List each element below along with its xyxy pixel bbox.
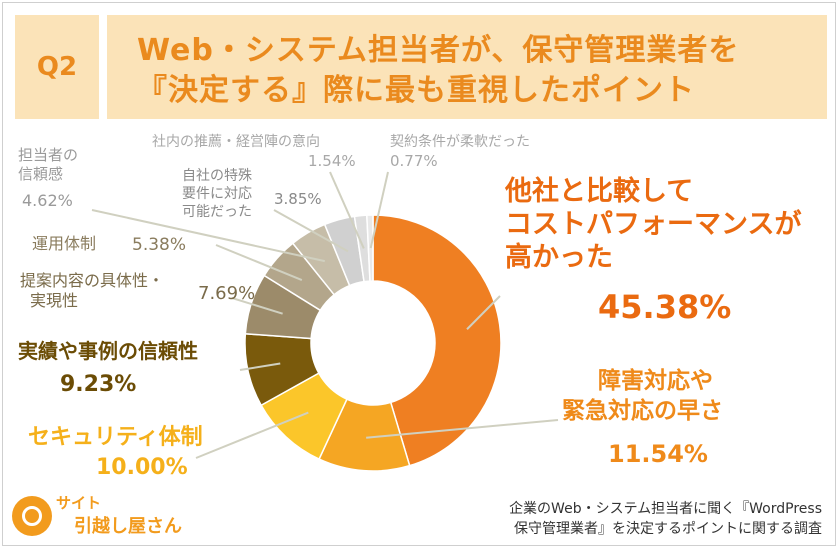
- label-track-value: 9.23%: [60, 372, 136, 397]
- label-cost-line-2: コストパフォーマンスが: [505, 208, 801, 240]
- leader-lines: [91, 171, 559, 459]
- label-proposal-value: 7.69%: [198, 283, 255, 304]
- slice-1: [372, 214, 502, 467]
- logo-globe-icon: [12, 496, 52, 536]
- leader-line-5: [231, 297, 283, 315]
- donut-slices: [244, 214, 502, 472]
- leader-line-8: [273, 209, 349, 253]
- label-security-line-1: セキュリティ体制: [28, 425, 203, 450]
- slice-10: [366, 214, 374, 282]
- leader-line-1: [466, 295, 501, 330]
- source-caption: 企業のWeb・システム担当者に聞く『WordPress 保守管理業者』を決定する…: [509, 499, 822, 539]
- label-incident-value: 11.54%: [608, 440, 708, 468]
- leader-line-7: [91, 209, 326, 263]
- caption-line-1: 企業のWeb・システム担当者に聞く『WordPress: [509, 501, 822, 517]
- label-track-line-1: 実績や事例の信頼性: [18, 339, 198, 363]
- label-internal-line-1: 社内の推薦・経営陣の意向: [152, 133, 320, 150]
- leader-line-4: [239, 362, 281, 371]
- logo-line-1: サイト: [56, 494, 102, 512]
- leader-line-6: [215, 244, 303, 281]
- label-cost-value: 45.38%: [598, 288, 731, 326]
- label-cost-line-1: 他社と比較して: [504, 175, 693, 207]
- label-special-line-2: 要件に対応: [182, 186, 252, 202]
- caption-line-2: 保守管理業者』を決定するポイントに関する調査: [514, 521, 822, 537]
- label-operation-line-1: 運用体制: [32, 234, 96, 253]
- label-operation-value: 5.38%: [132, 235, 186, 255]
- label-security-value: 10.00%: [96, 455, 188, 480]
- label-cost-line-3: 高かった: [505, 241, 613, 273]
- label-special-value: 3.85%: [274, 190, 322, 208]
- leader-line-3: [195, 411, 309, 459]
- logo-line-2: 引越し屋さん: [74, 516, 182, 537]
- label-incident-line-1: 障害対応や: [598, 367, 713, 394]
- label-proposal-line-1: 提案内容の具体性・: [20, 271, 164, 290]
- site-logo: サイト 引越し屋さん: [12, 490, 212, 544]
- title-line-1: Web・システム担当者が、保守管理業者を: [137, 33, 740, 68]
- label-person-value: 4.62%: [22, 191, 73, 210]
- question-badge: Q2: [15, 15, 99, 119]
- leader-line-2: [366, 419, 559, 439]
- leader-line-10: [369, 171, 389, 249]
- label-special-line-3: 可能だった: [182, 204, 252, 220]
- label-internal-value: 1.54%: [308, 152, 356, 170]
- leader-line-9: [329, 171, 365, 249]
- label-person-line-2: 信頼感: [18, 165, 63, 183]
- label-contract-line-1: 契約条件が柔軟だった: [390, 133, 530, 150]
- label-person-line-1: 担当者の: [18, 146, 78, 164]
- label-special-line-1: 自社の特殊: [182, 168, 252, 184]
- label-incident-line-2: 緊急対応の早さ: [562, 397, 723, 424]
- title-line-2: 『決定する』際に最も重視したポイント: [137, 73, 695, 108]
- label-proposal-line-2: 実現性: [30, 291, 78, 310]
- label-contract-value: 0.77%: [390, 152, 438, 170]
- chart-title: Web・システム担当者が、保守管理業者を 『決定する』際に最も重視したポイント: [107, 15, 827, 119]
